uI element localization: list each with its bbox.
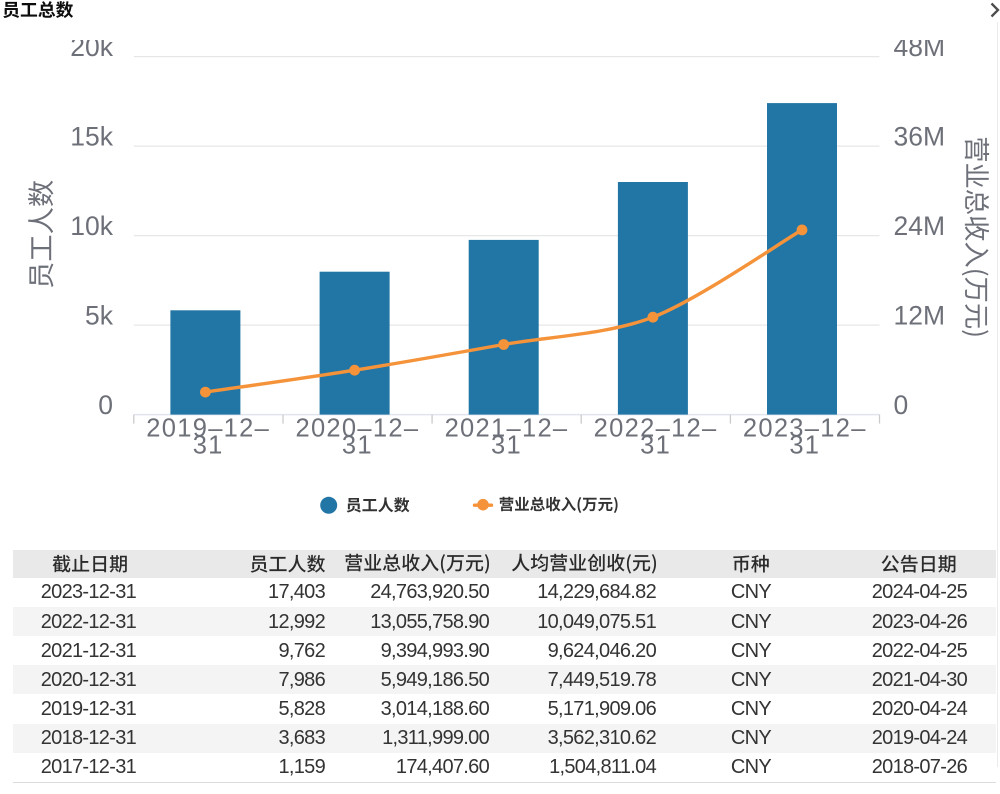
svg-text:31: 31 (789, 431, 820, 459)
svg-text:2020–12–: 2020–12– (295, 414, 419, 442)
svg-text:20k: 20k (70, 40, 113, 62)
svg-text:0: 0 (894, 389, 909, 419)
svg-text:0: 0 (98, 389, 113, 419)
svg-text:31: 31 (342, 431, 373, 459)
svg-text:31: 31 (491, 431, 522, 459)
svg-text:15k: 15k (70, 121, 113, 151)
svg-text:48M: 48M (894, 40, 946, 62)
svg-text:36M: 36M (894, 121, 946, 151)
svg-text:12M: 12M (894, 300, 946, 330)
svg-text:31: 31 (193, 431, 224, 459)
svg-text:5k: 5k (85, 300, 114, 330)
svg-text:31: 31 (640, 431, 671, 459)
svg-text:2023–12–: 2023–12– (743, 414, 867, 442)
svg-text:24M: 24M (894, 210, 946, 240)
svg-text:2019–12–: 2019–12– (146, 414, 270, 442)
svg-text:10k: 10k (70, 210, 113, 240)
svg-text:2021–12–: 2021–12– (445, 414, 569, 442)
svg-text:2022–12–: 2022–12– (594, 414, 718, 442)
